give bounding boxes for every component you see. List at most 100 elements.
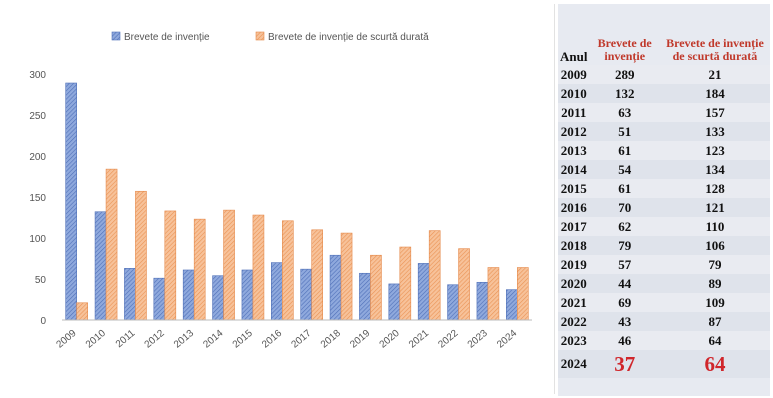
cell-short-patents: 89: [659, 274, 770, 293]
bar-invention-patents: [241, 269, 254, 321]
x-tick-label: 2016: [260, 328, 284, 351]
cell-patents: 289: [589, 65, 660, 84]
cell-year: 2023: [558, 331, 590, 350]
cell-year: 2024: [558, 350, 590, 378]
cell-short-patents: 64: [659, 350, 770, 378]
x-tick-label: 2022: [436, 328, 460, 351]
x-tick-label: 2015: [231, 328, 255, 351]
data-table: Anul Brevete de invenție Brevete de inve…: [558, 4, 770, 378]
bar-invention-patents: [388, 283, 401, 321]
table-row: 2013 61 123: [558, 141, 770, 160]
table-row: 2023 46 64: [558, 331, 770, 350]
y-tick-label: 250: [29, 111, 46, 122]
bar-invention-patents: [359, 272, 371, 321]
cell-patents: 44: [589, 274, 660, 293]
cell-year: 2011: [558, 103, 590, 122]
cell-short-patents: 87: [659, 312, 770, 331]
cell-year: 2015: [558, 179, 590, 198]
y-tick-label: 100: [29, 234, 46, 245]
table-row: 2009 289 21: [558, 65, 770, 84]
y-axis: 0 50 100 150 200 250 300: [29, 70, 46, 327]
cell-short-patents: 79: [659, 255, 770, 274]
x-tick-label: 2021: [407, 328, 431, 351]
cell-patents: 132: [589, 84, 660, 103]
cell-patents: 57: [589, 255, 660, 274]
y-tick-label: 0: [40, 316, 46, 327]
bar-short-term-patents: [252, 214, 265, 321]
header-patents: Brevete de invenție: [597, 36, 652, 63]
bar-invention-patents: [212, 275, 224, 321]
bar-invention-patents: [300, 268, 312, 321]
bar-invention-patents: [124, 268, 136, 321]
cell-short-patents: 21: [659, 65, 770, 84]
x-tick-label: 2014: [201, 328, 225, 351]
y-tick-label: 300: [29, 70, 46, 81]
bar-short-term-patents: [105, 168, 118, 321]
header-short-patents: Brevete de invenție de scurtă durată: [666, 36, 764, 63]
cell-year: 2017: [558, 217, 590, 236]
bar-short-term-patents: [193, 218, 206, 321]
x-tick-label: 2010: [84, 328, 108, 351]
legend-label: Brevete de invenție de scurtă durată: [268, 32, 429, 43]
table-row: 2020 44 89: [558, 274, 770, 293]
bar-invention-patents: [417, 263, 430, 321]
cell-patents: 61: [589, 179, 660, 198]
cell-year: 2012: [558, 122, 590, 141]
cell-short-patents: 64: [659, 331, 770, 350]
bar-invention-patents: [329, 254, 342, 321]
table-row: 2012 51 133: [558, 122, 770, 141]
cell-year: 2022: [558, 312, 590, 331]
table-body: 2009 289 21 2010 132 184 2011 63 157 2012 51 133 201…: [558, 65, 770, 378]
chart-legend: Brevete de invenție Brevete de invenție d…: [111, 31, 429, 43]
cell-patents: 51: [589, 122, 660, 141]
bar-invention-patents: [476, 281, 489, 321]
y-tick-label: 200: [29, 152, 46, 163]
cell-patents: 69: [589, 293, 660, 312]
x-tick-label: 2024: [495, 328, 519, 351]
table-row: 2021 69 109: [558, 293, 770, 312]
bar-short-term-patents: [135, 190, 147, 321]
table-row: 2010 132 184: [558, 84, 770, 103]
x-axis: 2009 2010 2011 2012 2013 2014 2015 2016 2017 2018…: [55, 319, 532, 351]
cell-patents: 37: [589, 350, 660, 378]
y-tick-label: 150: [29, 193, 46, 204]
bar-short-term-patents: [340, 232, 353, 321]
cell-year: 2020: [558, 274, 590, 293]
bar-short-term-patents: [311, 229, 323, 321]
table-row: 2015 61 128: [558, 179, 770, 198]
x-tick-label: 2017: [290, 328, 314, 351]
x-tick-label: 2019: [348, 328, 372, 351]
y-tick-label: 50: [35, 275, 47, 286]
bar-short-term-patents: [428, 230, 441, 321]
cell-short-patents: 157: [659, 103, 770, 122]
table-row: 2024 37 64: [558, 350, 770, 378]
legend-swatch: [111, 31, 121, 41]
cell-year: 2018: [558, 236, 590, 255]
legend-swatch: [255, 31, 265, 41]
bar-short-term-patents: [282, 220, 294, 321]
header-year: Anul: [560, 49, 588, 64]
cell-patents: 46: [589, 331, 660, 350]
bar-chart: Brevete de invenție Brevete de invenție d…: [29, 31, 532, 351]
bar-short-term-patents: [458, 248, 470, 321]
cell-short-patents: 109: [659, 293, 770, 312]
bar-invention-patents: [182, 269, 195, 321]
x-tick-label: 2011: [114, 328, 138, 351]
cell-short-patents: 110: [659, 217, 770, 236]
data-table-panel: Anul Brevete de invenție Brevete de inve…: [558, 4, 770, 396]
bar-invention-patents: [94, 211, 107, 321]
table-row: 2022 43 87: [558, 312, 770, 331]
bar-series: [65, 82, 529, 321]
cell-patents: 63: [589, 103, 660, 122]
cell-patents: 79: [589, 236, 660, 255]
table-row: 2017 62 110: [558, 217, 770, 236]
cell-short-patents: 133: [659, 122, 770, 141]
bar-invention-patents: [271, 262, 283, 321]
bar-short-term-patents: [223, 209, 235, 321]
cell-short-patents: 123: [659, 141, 770, 160]
bar-short-term-patents: [164, 210, 177, 321]
cell-short-patents: 184: [659, 84, 770, 103]
cell-patents: 43: [589, 312, 660, 331]
table-row: 2019 57 79: [558, 255, 770, 274]
legend-label: Brevete de invenție: [124, 32, 210, 43]
